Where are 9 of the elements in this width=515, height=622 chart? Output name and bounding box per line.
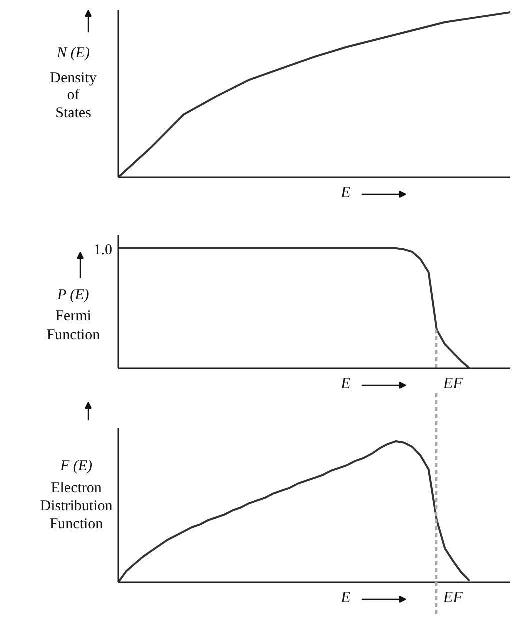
x-axis-title: E <box>340 184 351 202</box>
x-axis-title: E <box>340 376 351 392</box>
text: 1.0 <box>94 242 112 258</box>
text: EF <box>442 590 464 606</box>
y-axis-title: N (E) Density of States <box>50 46 98 122</box>
y-axis-title: F (E) Electron Distribution Function <box>40 458 114 532</box>
x-axis-title: E <box>340 590 351 606</box>
text: EF <box>442 376 464 392</box>
y-axis-title: P (E) Fermi Function <box>46 288 101 344</box>
